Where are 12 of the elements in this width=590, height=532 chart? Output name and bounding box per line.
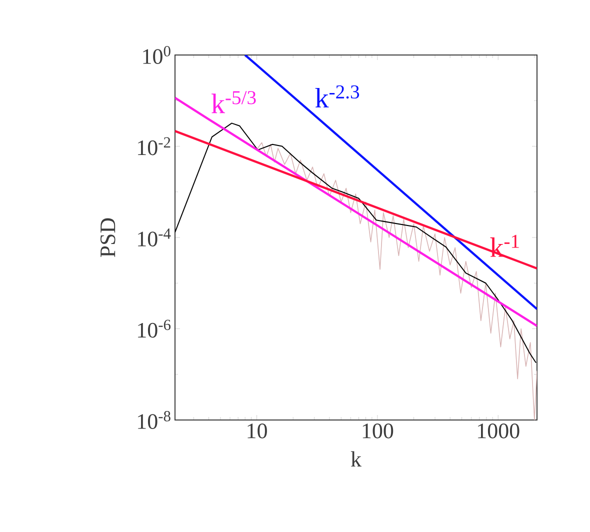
series-label: k$^{-2.3}$ bbox=[315, 85, 360, 108]
y-tick-label: 10$^{-8}$ bbox=[138, 411, 170, 429]
y-tick-label: 10$^{-4}$ bbox=[138, 228, 171, 246]
x-tick-label: 10 bbox=[248, 424, 267, 438]
y-tick-label: 10$^{-6}$ bbox=[138, 320, 171, 338]
x-axis-title: k bbox=[350, 451, 362, 466]
series-label: k$^{-5/3}$ bbox=[212, 91, 256, 114]
x-tick-label: 100 bbox=[362, 424, 394, 438]
y-axis-title: PSD bbox=[100, 218, 116, 258]
y-tick-label: 10$^{-2}$ bbox=[138, 137, 170, 156]
x-tick-label: 1000 bbox=[478, 424, 520, 438]
y-tick-label: 10$^{0}$ bbox=[143, 46, 170, 64]
